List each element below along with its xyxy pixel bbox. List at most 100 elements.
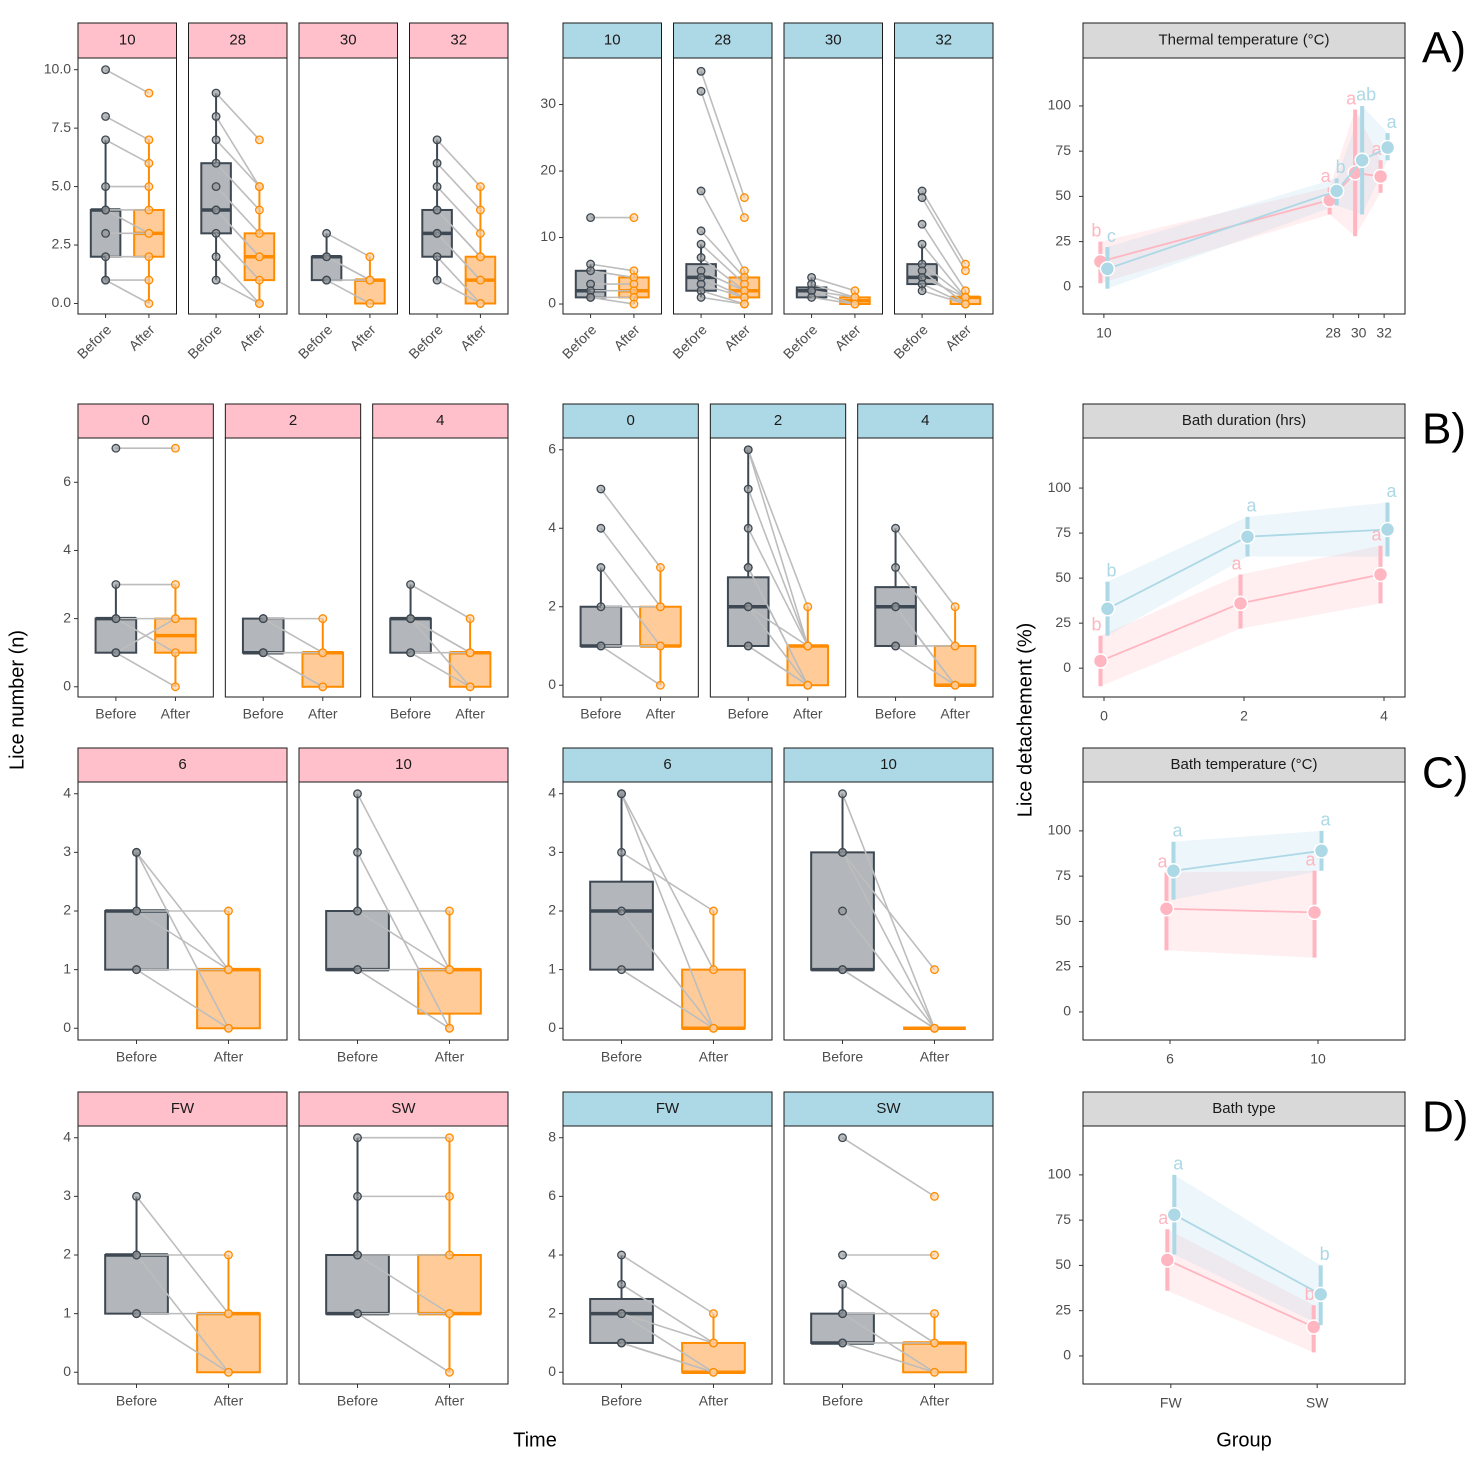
point bbox=[629, 299, 639, 309]
point bbox=[1379, 521, 1396, 538]
point bbox=[170, 580, 180, 589]
letter: a bbox=[1172, 820, 1183, 840]
point bbox=[629, 213, 639, 223]
box bbox=[104, 910, 169, 971]
strip-label: 28 bbox=[229, 31, 246, 48]
x-tick-label: Before bbox=[780, 321, 821, 362]
y-tick-label: 4 bbox=[548, 519, 556, 535]
point bbox=[617, 847, 626, 857]
y-tick-label: 10 bbox=[540, 228, 556, 244]
point bbox=[596, 523, 606, 533]
pair-line bbox=[747, 449, 809, 608]
y-tick-label: 2 bbox=[63, 902, 71, 918]
point bbox=[743, 445, 753, 455]
letter: c bbox=[1107, 226, 1116, 246]
point bbox=[211, 158, 221, 168]
pair-line bbox=[700, 230, 746, 278]
y-tick-label: 1 bbox=[63, 960, 71, 976]
point bbox=[111, 580, 121, 589]
x-tick-label: Before bbox=[337, 1049, 378, 1065]
strip-label: SW bbox=[391, 1100, 416, 1117]
x-tick-label: Before bbox=[822, 1049, 863, 1065]
point bbox=[475, 252, 485, 262]
pair-line bbox=[105, 279, 150, 305]
point bbox=[838, 1338, 847, 1348]
x-tick-label: Before bbox=[875, 706, 916, 722]
strip-label: 32 bbox=[935, 31, 952, 48]
point bbox=[709, 1338, 718, 1348]
pair-line bbox=[620, 793, 715, 1029]
point bbox=[743, 602, 753, 612]
point bbox=[224, 1023, 233, 1033]
point bbox=[475, 275, 485, 285]
point bbox=[838, 906, 847, 916]
box bbox=[325, 910, 390, 971]
point bbox=[322, 252, 332, 262]
y-tick-label: 10.0 bbox=[44, 60, 71, 76]
pair-line bbox=[436, 186, 482, 234]
y-tick-label: 50 bbox=[1055, 1256, 1071, 1272]
pair-line bbox=[921, 190, 967, 265]
point bbox=[224, 1367, 233, 1377]
point bbox=[891, 602, 901, 612]
x-tick-label: 32 bbox=[1376, 325, 1392, 341]
point bbox=[696, 239, 706, 249]
strip bbox=[709, 403, 847, 439]
point bbox=[838, 965, 847, 975]
point bbox=[353, 847, 362, 857]
letter: a bbox=[1371, 524, 1382, 544]
pair-line bbox=[621, 1342, 714, 1374]
point bbox=[838, 1309, 847, 1319]
point bbox=[475, 228, 485, 238]
y-tick-label: 0 bbox=[548, 1363, 556, 1379]
box bbox=[874, 586, 917, 647]
point bbox=[586, 213, 596, 223]
x-tick-label: After bbox=[236, 321, 268, 353]
point bbox=[432, 228, 442, 238]
point bbox=[322, 275, 332, 285]
pair-line bbox=[215, 232, 261, 281]
letter: a bbox=[1173, 1154, 1184, 1174]
y-tick-label: 0 bbox=[63, 677, 71, 693]
pair-line bbox=[600, 488, 662, 568]
pair-line bbox=[842, 1137, 935, 1198]
point bbox=[1232, 595, 1249, 612]
x-tick-label: After bbox=[435, 1393, 465, 1409]
x-tick-label: Before bbox=[601, 1393, 642, 1409]
pair-line bbox=[621, 968, 714, 1029]
x-tick-label: 10 bbox=[1310, 1051, 1326, 1067]
pair-line bbox=[700, 71, 746, 198]
y-tick-label: 100 bbox=[1048, 822, 1072, 838]
point bbox=[132, 1250, 141, 1260]
point bbox=[144, 182, 154, 192]
pair-line bbox=[326, 279, 371, 305]
point bbox=[445, 1367, 454, 1377]
pair-line bbox=[590, 269, 635, 279]
x-tick-label: Before bbox=[390, 706, 431, 722]
panel-label: A) bbox=[1422, 24, 1466, 73]
strip-label: 0 bbox=[626, 412, 634, 429]
pair-line bbox=[700, 243, 745, 285]
strip-label: 28 bbox=[714, 31, 731, 48]
pair-line bbox=[700, 289, 745, 305]
point bbox=[353, 965, 362, 975]
pair-line bbox=[747, 606, 809, 686]
y-tick-label: 20 bbox=[540, 162, 556, 178]
point bbox=[930, 965, 939, 975]
point bbox=[709, 1367, 718, 1377]
point bbox=[1372, 566, 1389, 583]
x-tick-label: After bbox=[455, 706, 485, 722]
strip bbox=[77, 22, 177, 59]
x-tick-label: 2 bbox=[1240, 708, 1248, 724]
point bbox=[1372, 168, 1389, 185]
point bbox=[696, 226, 706, 236]
box bbox=[810, 1312, 875, 1344]
pair-line bbox=[357, 910, 450, 971]
letter: a bbox=[1246, 496, 1257, 516]
point bbox=[1158, 900, 1175, 917]
point bbox=[891, 563, 901, 572]
point bbox=[917, 239, 927, 249]
pair-line bbox=[811, 289, 856, 305]
strip-label: 32 bbox=[450, 31, 467, 48]
strip-label: 10 bbox=[395, 756, 412, 773]
